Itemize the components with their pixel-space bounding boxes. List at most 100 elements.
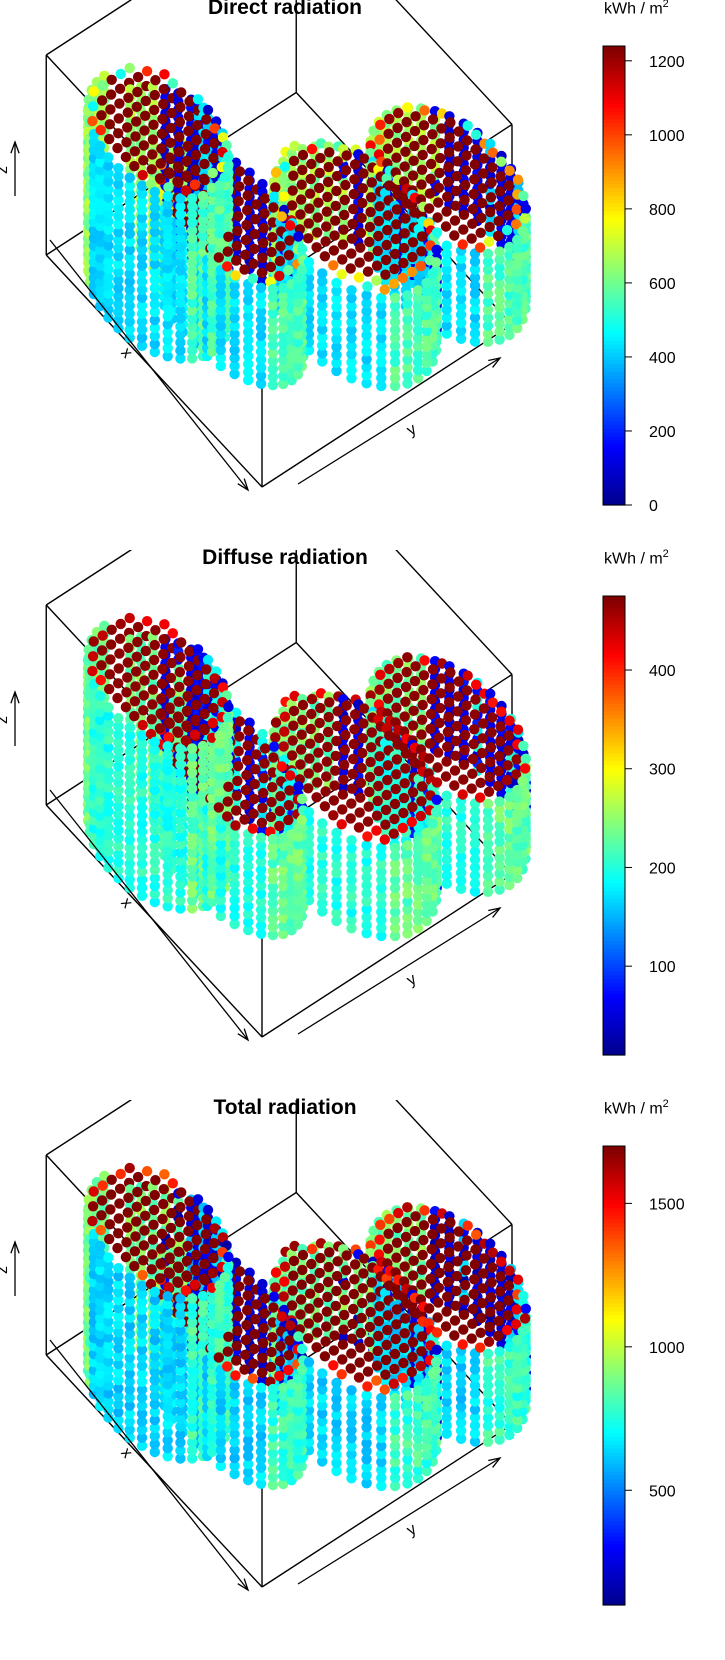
colorbar-swatch (603, 298, 625, 302)
colorbar-swatch (603, 253, 625, 257)
colorbar-swatch (603, 333, 625, 337)
colorbar-swatch (603, 264, 625, 268)
colorbar-tick-label: 1000 (649, 128, 685, 145)
colorbar-swatch (603, 440, 625, 444)
colorbar-swatch (603, 226, 625, 230)
colorbar-swatch (603, 157, 625, 161)
colorbar-swatch (603, 451, 625, 455)
colorbar-swatch (603, 260, 625, 264)
colorbar-swatch (603, 432, 625, 436)
colorbar-swatch (603, 283, 625, 287)
colorbar-swatch (603, 92, 625, 96)
colorbar-swatch (603, 153, 625, 157)
colorbar-swatch (603, 455, 625, 459)
colorbar-swatch (603, 402, 625, 406)
colorbar-swatch (603, 494, 625, 498)
colorbar-swatch (603, 272, 625, 276)
colorbar-swatch (603, 214, 625, 218)
colorbar-swatch (603, 344, 625, 348)
colorbar-swatch (603, 386, 625, 390)
colorbar-swatch (603, 241, 625, 245)
colorbar-swatch (603, 486, 625, 490)
colorbar-swatch (603, 398, 625, 402)
colorbar-swatch (603, 425, 625, 429)
colorbar-swatch (603, 149, 625, 153)
colorbar-swatch (603, 256, 625, 260)
colorbar-swatch (603, 478, 625, 482)
colorbar-swatch (603, 80, 625, 84)
colorbar-swatch (603, 165, 625, 169)
colorbar-swatch (603, 268, 625, 272)
colorbar-swatch (603, 329, 625, 333)
colorbar-swatch (603, 337, 625, 341)
colorbar-swatch (603, 363, 625, 367)
colorbar-swatch (603, 356, 625, 360)
colorbar-tick-label: 1200 (649, 54, 685, 71)
colorbar-swatch (603, 444, 625, 448)
colorbar-ramp (603, 46, 625, 506)
colorbar-swatch (603, 77, 625, 81)
colorbar-swatch (603, 459, 625, 463)
colorbar-swatch (603, 207, 625, 211)
colorbar-swatch (603, 306, 625, 310)
colorbar-swatch (603, 429, 625, 433)
colorbar-swatch (603, 172, 625, 176)
colorbar-swatch (603, 184, 625, 188)
colorbar-swatch (603, 218, 625, 222)
colorbar-swatch (603, 482, 625, 486)
colorbar-swatch (603, 73, 625, 77)
colorbar-swatch (603, 222, 625, 226)
colorbar-swatch (603, 314, 625, 318)
colorbar-swatch (603, 119, 625, 123)
colorbar-swatch (603, 100, 625, 104)
colorbar-swatch (603, 249, 625, 253)
chart-title: Direct radiation (150, 0, 420, 20)
colorbar-swatch (603, 142, 625, 146)
colorbar-swatch (603, 111, 625, 115)
colorbar-swatch (603, 54, 625, 58)
colorbar-swatch (603, 103, 625, 107)
colorbar-swatch (603, 245, 625, 249)
colorbar-tick-label: 200 (649, 424, 676, 441)
colorbar-swatch (603, 50, 625, 54)
colorbar-swatch (603, 497, 625, 501)
colorbar-swatch (603, 287, 625, 291)
colorbar-swatch (603, 188, 625, 192)
colorbar-swatch (603, 417, 625, 421)
colorbar-swatch (603, 57, 625, 61)
colorbar-swatch (603, 367, 625, 371)
colorbar-swatch (603, 421, 625, 425)
colorbar-swatch (603, 84, 625, 88)
colorbar-swatch (603, 474, 625, 478)
colorbar-swatch (603, 360, 625, 364)
colorbar-swatch (603, 233, 625, 237)
colorbar-swatch (603, 413, 625, 417)
colorbar-swatch (603, 352, 625, 356)
colorbar-swatch (603, 448, 625, 452)
colorbar-tick-label: 600 (649, 276, 676, 293)
colorbar-swatch (603, 291, 625, 295)
colorbar-swatch (603, 126, 625, 130)
colorbar-swatch (603, 199, 625, 203)
colorbar-swatch (603, 463, 625, 467)
colorbar-swatch (603, 230, 625, 234)
colorbar-swatch (603, 390, 625, 394)
colorbar-swatch (603, 161, 625, 165)
colorbar-swatch (603, 168, 625, 172)
colorbar-swatch (603, 295, 625, 299)
colorbar-swatch (603, 321, 625, 325)
colorbar-swatch (603, 96, 625, 100)
colorbar-swatch (603, 490, 625, 494)
colorbar-swatch (603, 69, 625, 73)
colorbar-swatch (603, 471, 625, 475)
colorbar-swatch (603, 348, 625, 352)
colorbar-swatch (603, 310, 625, 314)
colorbar-swatch (603, 341, 625, 345)
colorbar-swatch (603, 145, 625, 149)
colorbar-swatch (603, 409, 625, 413)
colorbar-swatch (603, 318, 625, 322)
colorbar-swatch (603, 130, 625, 134)
